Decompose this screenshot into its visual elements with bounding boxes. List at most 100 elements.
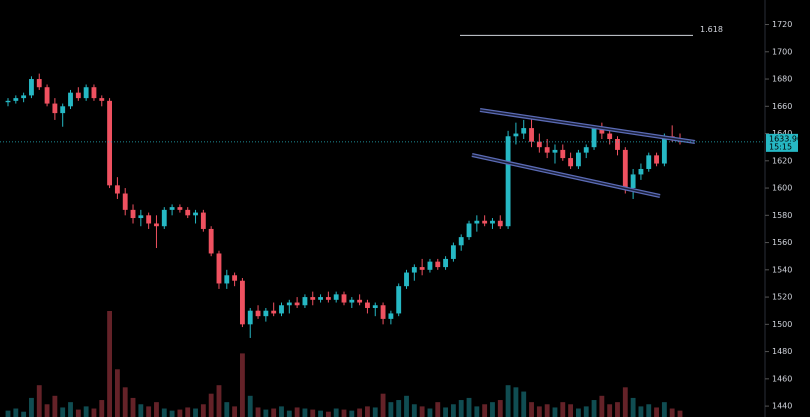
volume-bar [599,395,605,417]
volume-bar [474,406,480,417]
volume-bar [490,402,495,417]
candle-body [200,212,206,229]
candle-body [75,92,81,99]
volume-bar [544,404,550,417]
volume-bar [5,410,11,417]
candle-body [302,297,308,306]
channel-drawing [471,108,696,198]
volume-bar [193,408,198,417]
candle-body [482,220,488,224]
volume-bar [279,406,284,417]
volume-bar [443,407,449,417]
volume-bar [427,408,433,417]
volume-bar [568,404,574,417]
volume-bar [216,385,222,417]
candle-body [646,155,652,169]
volume-bar [122,387,128,417]
volume-bar [404,395,409,417]
candle-body [279,305,284,314]
volume-bar [52,395,58,417]
candle-body [232,275,238,281]
candle-body [404,272,409,287]
y-tick-label: 1680 [772,75,792,84]
candle-body [138,215,144,219]
volume-bar [419,406,425,417]
candle-body [255,310,261,317]
y-tick-label: 1660 [772,102,792,111]
volume-bar [294,407,300,417]
volume-bar [29,397,34,417]
candle-body [154,223,159,227]
candle-body [622,149,628,189]
candle-body [122,193,128,210]
candle-body [13,98,19,101]
volume-bar [622,387,628,417]
candle-body [224,275,230,284]
volume-bar [83,406,89,417]
candle-body [560,149,566,159]
candle-body [52,103,58,114]
candle-body [419,267,425,270]
volume-bar [146,406,152,417]
volume-bar [169,410,175,417]
candle-body [68,92,73,107]
volume-bar [60,407,66,417]
candle-body [529,128,534,142]
candle-body [380,305,386,319]
volume-bar [263,409,269,417]
volume-bar [646,404,652,417]
candle-body [216,253,222,284]
candle-body [630,174,636,189]
candle-body [333,294,339,300]
candle-body [388,313,394,319]
volume-bar [318,410,323,417]
candle-body [177,207,183,210]
candle-body [427,261,433,270]
candle-body [638,168,644,175]
candle-body [114,185,120,194]
candle-body [450,245,456,259]
candle-body [310,297,316,300]
volume-bar [497,400,503,417]
volume-bar [638,406,644,417]
volume-bar [239,353,245,417]
volume-bar [68,402,73,417]
volume-bar [107,311,113,417]
y-tick-label: 1560 [772,238,792,247]
channel-upper-inner [479,109,696,143]
candle-body [521,128,527,134]
volume-bar [365,406,370,417]
candle-body [169,207,175,210]
candle-body [239,280,245,325]
candle-body [365,302,370,308]
candle-body [36,79,42,88]
candle-body [357,299,363,303]
volume-bar [513,387,519,417]
y-tick-label: 1620 [772,156,792,165]
candle-body [193,212,198,216]
candle-body [341,294,347,303]
candle-body [247,310,253,325]
volume-bar [380,393,386,417]
candle-body [83,87,89,99]
volume-bar [271,408,277,417]
volume-bar [177,409,183,417]
volume-bar [521,391,527,417]
volume-bar [99,400,105,417]
volume-bar [661,402,667,417]
candle-body [607,133,613,139]
candle-body [552,149,558,153]
last-price-label: 1633.90 [769,134,802,143]
y-tick-label: 1600 [772,184,792,193]
volume-bar [435,402,441,417]
volume-bar [310,409,316,417]
channel-lower-inner [471,154,661,197]
volume-bar [482,404,488,417]
volume-bar [161,408,167,417]
volume-bar [44,404,50,417]
candle-body [544,147,550,153]
candle-body [505,136,511,227]
volume-bar [677,410,683,417]
volume-bar [583,406,589,417]
volume-bar [75,409,81,417]
